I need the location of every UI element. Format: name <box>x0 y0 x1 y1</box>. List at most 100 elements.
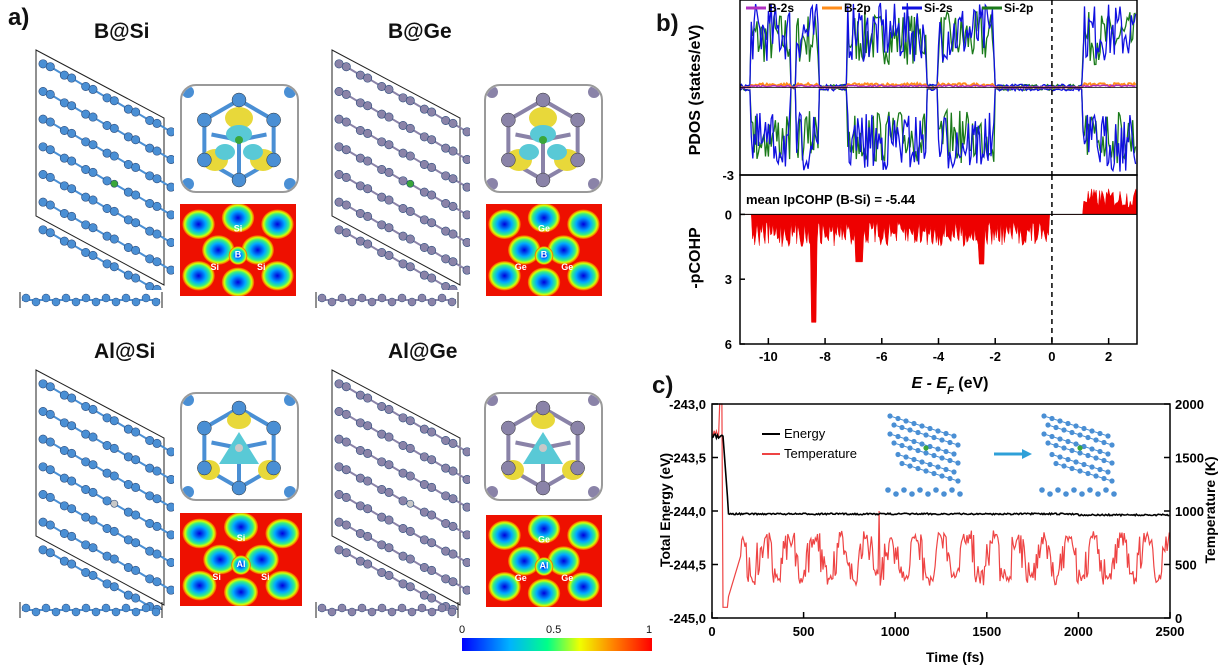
host-atom <box>462 265 470 275</box>
energy-line <box>711 433 1170 518</box>
host-atom <box>384 140 394 150</box>
inset-atom <box>570 420 585 436</box>
host-atom <box>109 416 119 426</box>
colorbar-tick-max: 1 <box>646 624 653 636</box>
host-atom <box>427 190 437 200</box>
side-atom <box>427 607 437 617</box>
charge-density-inset-b-si <box>180 84 299 193</box>
host-atom <box>67 211 77 221</box>
host-atom <box>88 84 98 94</box>
mini-dopant <box>1077 445 1083 451</box>
host-atom <box>384 84 394 94</box>
side-atom <box>111 297 121 307</box>
panel-label-a: a) <box>8 4 30 31</box>
energy-xtick: 0 <box>1048 349 1055 364</box>
aimd-ytick-left: -243,5 <box>669 451 706 466</box>
mini-atom <box>1109 478 1115 484</box>
host-atom <box>166 475 174 484</box>
side-atom <box>347 607 357 617</box>
side-atom <box>347 297 357 307</box>
svg-text:Si: Si <box>257 262 266 272</box>
side-atom <box>91 607 101 617</box>
energy-xtick: -6 <box>876 349 888 364</box>
host-atom <box>109 471 119 481</box>
mini-side-atom <box>957 491 963 497</box>
host-atom <box>166 127 174 137</box>
side-atom <box>31 297 41 307</box>
host-atom <box>67 128 77 138</box>
side-atom <box>51 297 61 307</box>
host-atom <box>462 447 470 457</box>
host-atom <box>405 123 415 133</box>
host-atom <box>405 416 415 426</box>
host-atom <box>341 382 351 392</box>
host-atom <box>67 156 77 166</box>
pdos-legend-label: Si-2p <box>1004 1 1033 15</box>
side-atom <box>131 297 141 307</box>
inset-atom <box>588 486 600 498</box>
host-atom <box>341 465 351 475</box>
host-atom <box>363 476 373 486</box>
host-atom <box>341 172 351 182</box>
aimd-inset-initial <box>885 413 963 497</box>
inset-atom <box>197 112 212 128</box>
svg-text:Si: Si <box>237 533 246 543</box>
side-atom <box>111 607 121 617</box>
host-atom <box>166 238 174 247</box>
host-atom <box>427 455 437 465</box>
host-atom <box>384 432 394 442</box>
side-atom <box>357 603 367 613</box>
host-atom <box>109 123 119 133</box>
side-atom <box>397 293 407 303</box>
host-atom <box>88 543 98 553</box>
inset-atom <box>182 486 194 498</box>
side-atom <box>71 607 81 617</box>
side-atom <box>51 607 61 617</box>
side-atom <box>417 293 427 303</box>
aimd-ytick-left: -244,5 <box>669 558 706 573</box>
side-view-b-si <box>19 292 163 308</box>
host-atom <box>109 526 119 536</box>
pdos-legend-label: Si-2s <box>924 1 953 15</box>
host-atom <box>462 238 470 247</box>
elf-map-b-ge: Ge Ge Ge B <box>486 204 602 296</box>
inset-atom <box>197 420 212 436</box>
host-atom <box>363 559 373 569</box>
svg-text:B: B <box>541 249 548 259</box>
side-view-al-ge <box>315 602 459 618</box>
pcohp-ylabel: -pCOHP <box>687 227 704 289</box>
svg-text:Ge: Ge <box>561 573 573 583</box>
side-atom <box>131 607 141 617</box>
pdos-ylabel: PDOS (states/eV) <box>687 25 704 156</box>
side-atom <box>21 603 31 613</box>
host-atom <box>462 155 470 164</box>
host-atom <box>363 101 373 111</box>
structure-title-b-ge: B@Ge <box>388 20 452 43</box>
host-atom <box>88 570 98 580</box>
host-atom <box>109 151 119 161</box>
energy-xtick: -4 <box>933 349 945 364</box>
host-atom <box>67 184 77 194</box>
host-atom <box>363 393 373 403</box>
inset-atom <box>535 92 551 108</box>
side-atom <box>367 297 377 307</box>
host-atom <box>384 167 394 177</box>
host-atom <box>45 437 55 447</box>
host-atom <box>427 427 437 437</box>
inset-atom <box>182 86 194 98</box>
side-atom <box>437 293 447 303</box>
host-atom <box>398 496 408 506</box>
host-atom <box>384 223 394 233</box>
side-atom <box>427 297 437 307</box>
inset-atom <box>570 152 585 168</box>
host-atom <box>405 206 415 216</box>
elf-map-al-ge: Ge Ge Ge Al <box>486 515 602 607</box>
svg-text:Si: Si <box>211 262 220 272</box>
pdos-line-si-2s-down <box>739 86 1137 173</box>
side-atom <box>31 607 41 617</box>
mini-side-atom <box>1111 491 1117 497</box>
side-atom <box>81 293 91 303</box>
host-atom <box>427 565 437 575</box>
mini-side-atom <box>1071 487 1077 493</box>
inset-atom <box>501 152 516 168</box>
